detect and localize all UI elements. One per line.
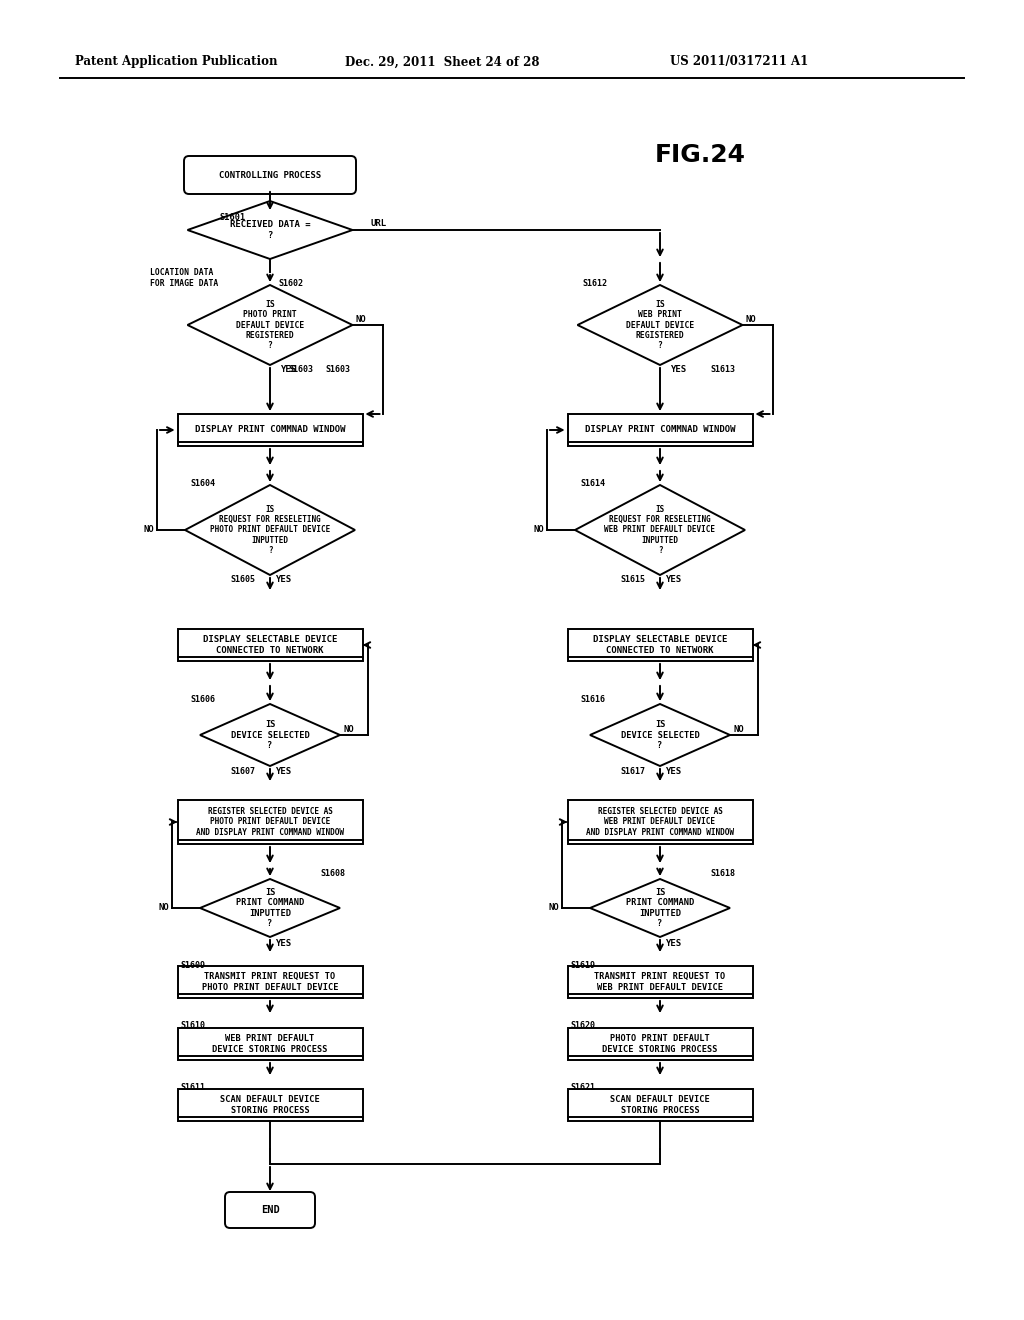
Text: S1615: S1615 [620,576,645,585]
Text: NO: NO [343,726,353,734]
Text: DISPLAY PRINT COMMNAD WINDOW: DISPLAY PRINT COMMNAD WINDOW [195,425,345,434]
Text: LOCATION DATA
FOR IMAGE DATA: LOCATION DATA FOR IMAGE DATA [150,268,218,288]
Text: S1603: S1603 [288,364,313,374]
Text: NO: NO [534,525,544,535]
Text: IS
DEVICE SELECTED
?: IS DEVICE SELECTED ? [621,721,699,750]
Text: S1617: S1617 [620,767,645,776]
Text: NO: NO [733,726,743,734]
Text: END: END [261,1205,280,1214]
Bar [177,1089,362,1121]
Text: REGISTER SELECTED DEVICE AS
PHOTO PRINT DEFAULT DEVICE
AND DISPLAY PRINT COMMAND: REGISTER SELECTED DEVICE AS PHOTO PRINT … [196,807,344,837]
Text: IS
REQUEST FOR RESELETING
PHOTO PRINT DEFAULT DEVICE
INPUTTED
?: IS REQUEST FOR RESELETING PHOTO PRINT DE… [210,504,330,556]
Bar [567,414,753,446]
Bar [567,966,753,998]
Text: YES: YES [275,576,291,585]
Text: YES: YES [665,576,681,585]
Text: TRANSMIT PRINT REQUEST TO
WEB PRINT DEFAULT DEVICE: TRANSMIT PRINT REQUEST TO WEB PRINT DEFA… [594,973,726,991]
Text: Patent Application Publication: Patent Application Publication [75,55,278,69]
Polygon shape [187,201,352,259]
Bar [177,414,362,446]
Text: PHOTO PRINT DEFAULT
DEVICE STORING PROCESS: PHOTO PRINT DEFAULT DEVICE STORING PROCE… [602,1035,718,1053]
Text: YES: YES [670,364,686,374]
Text: S1608: S1608 [319,870,345,879]
Bar [567,630,753,661]
Text: IS
PHOTO PRINT
DEFAULT DEVICE
REGISTERED
?: IS PHOTO PRINT DEFAULT DEVICE REGISTERED… [236,300,304,350]
Text: S1620: S1620 [570,1022,595,1031]
Text: YES: YES [280,364,296,374]
Text: TRANSMIT PRINT REQUEST TO
PHOTO PRINT DEFAULT DEVICE: TRANSMIT PRINT REQUEST TO PHOTO PRINT DE… [202,973,338,991]
Bar [177,966,362,998]
Text: WEB PRINT DEFAULT
DEVICE STORING PROCESS: WEB PRINT DEFAULT DEVICE STORING PROCESS [212,1035,328,1053]
Text: FIG.24: FIG.24 [654,143,745,168]
Text: S1610: S1610 [180,1022,205,1031]
Bar [177,1028,362,1060]
Text: URL: URL [371,219,387,227]
Polygon shape [575,484,745,576]
Text: YES: YES [275,939,291,948]
Text: S1613: S1613 [710,364,735,374]
Text: S1601: S1601 [220,213,246,222]
Text: S1605: S1605 [230,576,255,585]
Text: DISPLAY PRINT COMMNAD WINDOW: DISPLAY PRINT COMMNAD WINDOW [585,425,735,434]
Text: CONTROLLING PROCESS: CONTROLLING PROCESS [219,170,322,180]
Text: US 2011/0317211 A1: US 2011/0317211 A1 [670,55,808,69]
Text: RECEIVED DATA =
?: RECEIVED DATA = ? [229,220,310,240]
Text: YES: YES [275,767,291,776]
Bar [567,800,753,843]
FancyBboxPatch shape [225,1192,315,1228]
Text: YES: YES [665,767,681,776]
Polygon shape [187,285,352,366]
Text: S1621: S1621 [570,1084,595,1093]
Text: S1614: S1614 [580,479,605,488]
Text: S1616: S1616 [580,694,605,704]
Text: S1619: S1619 [570,961,595,969]
Polygon shape [185,484,355,576]
Text: NO: NO [143,525,154,535]
Text: S1604: S1604 [190,479,215,488]
Text: S1618: S1618 [710,870,735,879]
Text: S1607: S1607 [230,767,255,776]
Text: NO: NO [548,903,559,912]
Text: S1611: S1611 [180,1084,205,1093]
Polygon shape [590,704,730,766]
Polygon shape [200,879,340,937]
Polygon shape [200,704,340,766]
FancyBboxPatch shape [184,156,356,194]
Text: S1612: S1612 [583,279,607,288]
Text: S1606: S1606 [190,694,215,704]
Text: DISPLAY SELECTABLE DEVICE
CONNECTED TO NETWORK: DISPLAY SELECTABLE DEVICE CONNECTED TO N… [203,635,337,655]
Text: NO: NO [159,903,169,912]
Text: IS
WEB PRINT
DEFAULT DEVICE
REGISTERED
?: IS WEB PRINT DEFAULT DEVICE REGISTERED ? [626,300,694,350]
Text: NO: NO [355,315,367,325]
Text: IS
DEVICE SELECTED
?: IS DEVICE SELECTED ? [230,721,309,750]
Text: S1602: S1602 [278,279,303,288]
Text: SCAN DEFAULT DEVICE
STORING PROCESS: SCAN DEFAULT DEVICE STORING PROCESS [610,1096,710,1114]
Text: IS
PRINT COMMAND
INPUTTED
?: IS PRINT COMMAND INPUTTED ? [236,888,304,928]
Text: IS
REQUEST FOR RESELETING
WEB PRINT DEFAULT DEVICE
INPUTTED
?: IS REQUEST FOR RESELETING WEB PRINT DEFA… [604,504,716,556]
Bar [567,1028,753,1060]
Text: S1609: S1609 [180,961,205,969]
Polygon shape [590,879,730,937]
Text: Dec. 29, 2011  Sheet 24 of 28: Dec. 29, 2011 Sheet 24 of 28 [345,55,540,69]
Text: NO: NO [745,315,757,325]
Bar [567,1089,753,1121]
Bar [177,630,362,661]
Text: YES: YES [665,939,681,948]
Text: SCAN DEFAULT DEVICE
STORING PROCESS: SCAN DEFAULT DEVICE STORING PROCESS [220,1096,319,1114]
Text: IS
PRINT COMMAND
INPUTTED
?: IS PRINT COMMAND INPUTTED ? [626,888,694,928]
Text: S1603: S1603 [325,364,350,374]
Polygon shape [578,285,742,366]
Text: REGISTER SELECTED DEVICE AS
WEB PRINT DEFAULT DEVICE
AND DISPLAY PRINT COMMAND W: REGISTER SELECTED DEVICE AS WEB PRINT DE… [586,807,734,837]
Text: DISPLAY SELECTABLE DEVICE
CONNECTED TO NETWORK: DISPLAY SELECTABLE DEVICE CONNECTED TO N… [593,635,727,655]
Bar [177,800,362,843]
